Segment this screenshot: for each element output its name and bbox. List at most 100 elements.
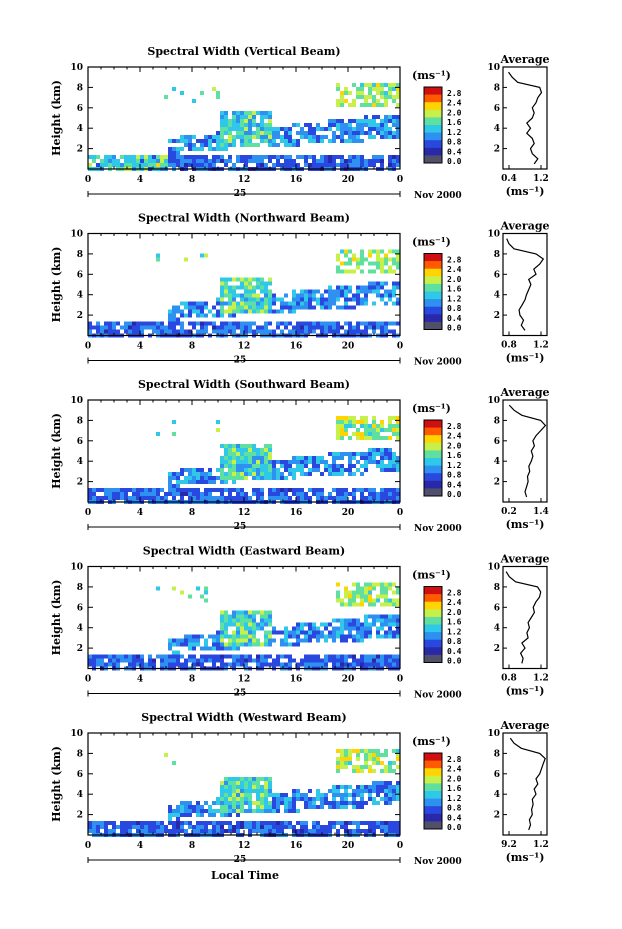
heatmap-cell (228, 829, 232, 833)
colorbar-tick-label: 0.4 (447, 813, 462, 822)
heatmap-cell (336, 630, 340, 635)
heatmap-cell (340, 598, 344, 603)
heatmap-cell (212, 634, 216, 639)
heatmap-cell (356, 131, 360, 135)
heatmap-cell (376, 654, 380, 659)
heatmap-cell (364, 329, 368, 334)
heatmap-cell (136, 654, 140, 659)
heatmap-cell (344, 131, 348, 135)
heatmap-cell (176, 151, 180, 155)
heatmap-cell (352, 432, 356, 436)
heatmap-cell (228, 159, 232, 163)
heatmap-cell (392, 829, 396, 833)
heatmap-cell (260, 159, 264, 163)
heatmap-cell (268, 610, 272, 615)
heatmap-cell (360, 420, 364, 424)
heatmap-cell (344, 285, 348, 290)
heatmap-cell (132, 496, 136, 500)
heatmap-cell (148, 496, 152, 500)
heatmap-cell (192, 159, 196, 163)
heatmap-cell (340, 428, 344, 432)
heatmap-cell (204, 809, 208, 813)
heatmap-cell (356, 436, 360, 440)
heatmap-cell (324, 297, 328, 302)
heatmap-cell (192, 654, 196, 659)
heatmap-cell (300, 135, 304, 139)
heatmap-cell (232, 143, 236, 147)
colorbar-segment (424, 306, 442, 315)
heatmap-cell (212, 163, 216, 167)
heatmap-cell (352, 253, 356, 258)
heatmap-cell (196, 139, 200, 143)
heatmap-cell (340, 269, 344, 274)
heatmap-cell (96, 329, 100, 334)
heatmap-cell (240, 622, 244, 627)
heatmap-cell (324, 626, 328, 631)
heatmap-cell (136, 325, 140, 330)
heatmap-cell (160, 488, 164, 492)
heatmap-cell (248, 821, 252, 825)
profile-frame (502, 399, 548, 503)
heatmap-cell (244, 321, 248, 326)
heatmap-cell (224, 309, 228, 314)
heatmap-cell (324, 638, 328, 643)
heatmap-cell (392, 582, 396, 587)
heatmap-cell (320, 139, 324, 143)
heatmap-cell (232, 460, 236, 464)
heatmap-cell (268, 805, 272, 809)
heatmap-cell (132, 654, 136, 659)
heatmap-cell (312, 797, 316, 801)
colorbar-tick-label: 1.6 (447, 118, 462, 127)
heatmap-cell (220, 147, 224, 151)
heatmap-cell (300, 829, 304, 833)
panel-title: Spectral Width (Vertical Beam) (147, 45, 340, 58)
heatmap-cell (252, 277, 256, 282)
heatmap-cell (208, 321, 212, 326)
heatmap-cell (384, 253, 388, 258)
heatmap-cell (244, 638, 248, 643)
heatmap-cell (240, 281, 244, 286)
heatmap-cell (308, 622, 312, 627)
heatmap-cell (204, 638, 208, 643)
date-label: Nov 2000 (414, 524, 462, 534)
heatmap-cell (356, 460, 360, 464)
heatmap-cell (128, 159, 132, 163)
heatmap-cell (368, 753, 372, 757)
heatmap-cell (200, 301, 204, 306)
heatmap-cell (380, 155, 384, 159)
heatmap-cell (304, 658, 308, 663)
heatmap-cell (360, 257, 364, 262)
heatmap-cell (368, 594, 372, 599)
heatmap-cell (124, 321, 128, 326)
colorbar-segment (424, 473, 442, 482)
heatmap-cell (148, 488, 152, 492)
heatmap-cell (396, 634, 400, 639)
heatmap-cell (312, 821, 316, 825)
heatmap-cell (224, 777, 228, 781)
heatmap-cell (92, 825, 96, 829)
heatmap-cell (200, 159, 204, 163)
heatmap-cell (124, 325, 128, 330)
heatmap-cell (340, 658, 344, 663)
heatmap-cell (340, 472, 344, 476)
heatmap-cell (340, 436, 344, 440)
heatmap-cell (188, 594, 192, 599)
heatmap-cell (264, 825, 268, 829)
heatmap-cell (256, 464, 260, 468)
heatmap-cell (256, 642, 260, 647)
heatmap-cell (228, 654, 232, 659)
heatmap-cell (224, 813, 228, 817)
heatmap-cell (372, 432, 376, 436)
panel-title: Spectral Width (Westward Beam) (141, 711, 346, 724)
heatmap-cell (324, 460, 328, 464)
heatmap-cell (380, 582, 384, 587)
heatmap-cell (112, 159, 116, 163)
heatmap-cell (148, 163, 152, 167)
heatmap-cell (284, 127, 288, 131)
heatmap-cell (316, 127, 320, 131)
heatmap-cell (284, 630, 288, 635)
heatmap-cell (280, 496, 284, 500)
colorbar-segment (424, 314, 442, 323)
heatmap-cell (300, 630, 304, 635)
heatmap-cell (228, 821, 232, 825)
